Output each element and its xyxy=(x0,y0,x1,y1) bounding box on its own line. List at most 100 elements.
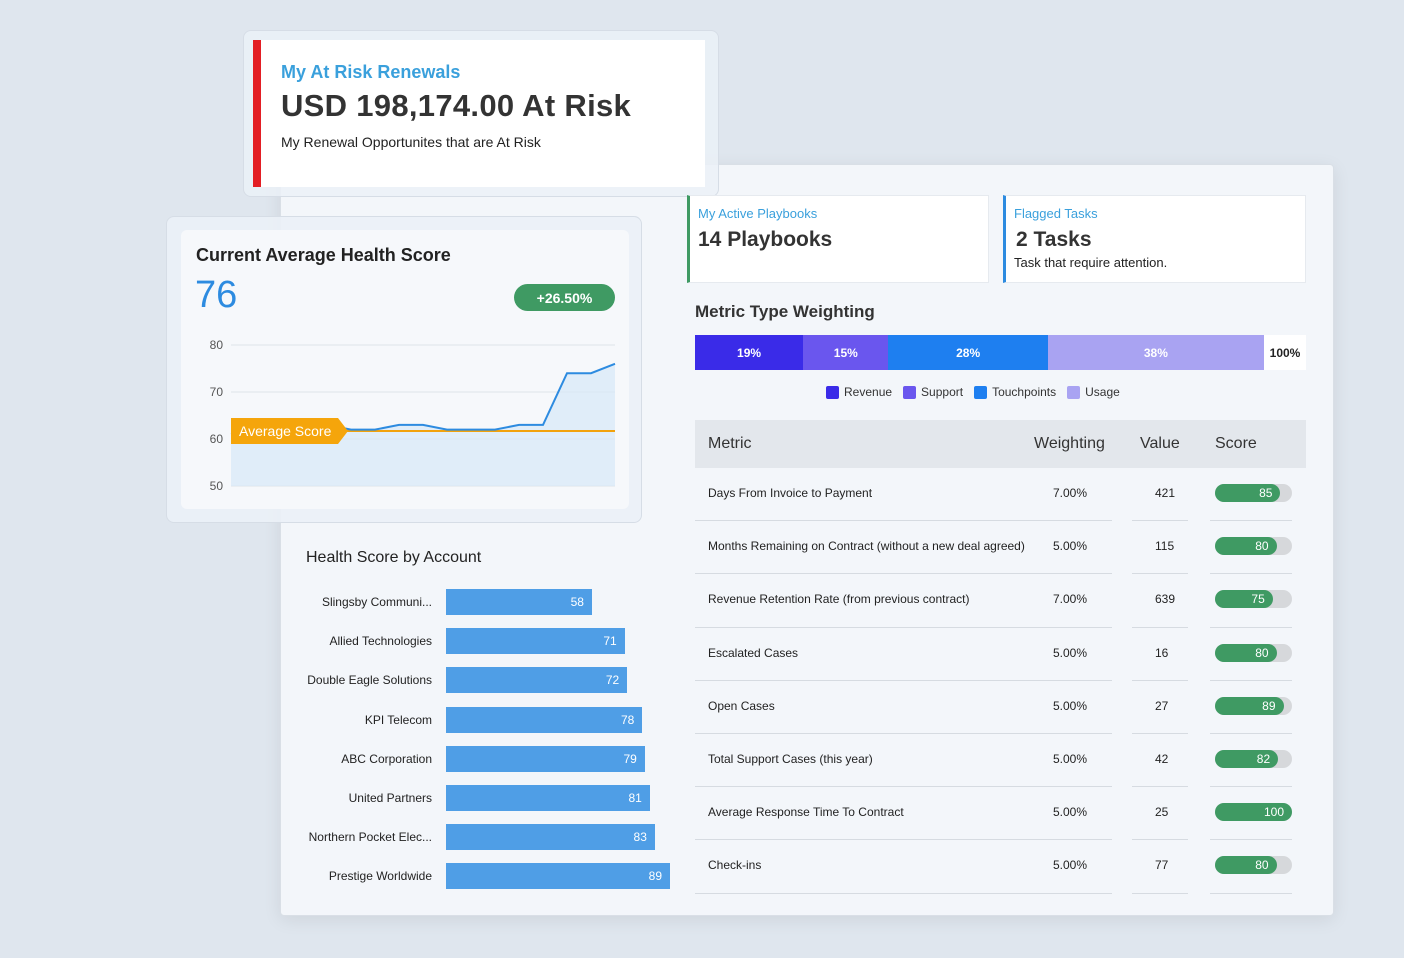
header-weighting[interactable]: Weighting xyxy=(1034,435,1105,452)
score-bar: 100 xyxy=(1215,803,1292,822)
series-area xyxy=(231,363,615,486)
row-divider xyxy=(1210,679,1292,681)
metric-name: Months Remaining on Contract (without a … xyxy=(708,539,1025,554)
weighting-segment-touchpoints[interactable]: 28% xyxy=(888,335,1048,370)
score-bar: 89 xyxy=(1215,696,1292,715)
metric-weighting: 7.00% xyxy=(1053,592,1088,607)
header-metric[interactable]: Metric xyxy=(708,435,752,452)
account-bar-row[interactable]: Slingsby Communi... 58 xyxy=(300,589,700,615)
account-label: Allied Technologies xyxy=(329,634,432,649)
row-divider xyxy=(695,679,1112,681)
row-divider xyxy=(1210,626,1292,628)
account-bar-row[interactable]: United Partners 81 xyxy=(300,785,700,811)
table-row[interactable]: Check-ins 5.00% 77 80 xyxy=(695,840,1306,894)
row-divider xyxy=(1210,520,1292,522)
table-row[interactable]: Days From Invoice to Payment 7.00% 421 85 xyxy=(695,468,1306,522)
metric-name: Open Cases xyxy=(708,698,775,713)
account-bar-row[interactable]: Prestige Worldwide 89 xyxy=(300,863,700,890)
score-fill: 89 xyxy=(1215,696,1284,715)
score-bar: 80 xyxy=(1215,643,1292,662)
tasks-subtitle: Task that require attention. xyxy=(1014,255,1168,270)
weighting-segment-usage[interactable]: 38% xyxy=(1047,335,1264,370)
account-label: KPI Telecom xyxy=(364,712,432,727)
metric-weighting: 5.00% xyxy=(1053,698,1088,713)
account-bar-row[interactable]: ABC Corporation 79 xyxy=(300,745,700,772)
health-score-value: 76 xyxy=(195,274,238,316)
row-divider xyxy=(1132,892,1188,894)
row-divider xyxy=(695,626,1112,628)
header-value[interactable]: Value xyxy=(1140,435,1180,452)
row-divider xyxy=(1132,786,1188,788)
row-divider xyxy=(1132,626,1188,628)
metric-value: 421 xyxy=(1155,486,1176,500)
metric-weighting: 5.00% xyxy=(1053,805,1088,820)
metric-value: 27 xyxy=(1155,698,1169,713)
row-divider xyxy=(695,520,1112,522)
score-fill: 100 xyxy=(1215,803,1292,822)
legend-label: Touchpoints xyxy=(992,385,1057,399)
row-divider xyxy=(695,892,1112,894)
legend-item-touchpoints[interactable]: Touchpoints xyxy=(974,385,1056,399)
legend-item-support[interactable]: Support xyxy=(903,385,963,399)
table-row[interactable]: Months Remaining on Contract (without a … xyxy=(695,521,1306,575)
row-divider xyxy=(695,573,1112,575)
metric-weighting: 5.00% xyxy=(1053,751,1088,766)
active-playbooks-card[interactable]: My Active Playbooks 14 Playbooks xyxy=(687,195,989,283)
row-divider xyxy=(1210,573,1292,575)
metric-weighting: 7.00% xyxy=(1053,486,1088,500)
row-divider xyxy=(1210,786,1292,788)
table-row[interactable]: Open Cases 5.00% 27 89 xyxy=(695,681,1306,734)
table-row[interactable]: Total Support Cases (this year) 5.00% 42 82 xyxy=(695,734,1306,788)
score-fill: 75 xyxy=(1215,590,1273,609)
y-tick-label: 50 xyxy=(210,479,224,493)
account-bar: 58 xyxy=(446,589,592,615)
metric-value: 639 xyxy=(1155,592,1176,607)
score-fill: 82 xyxy=(1215,749,1279,768)
table-row[interactable]: Escalated Cases 5.00% 16 80 xyxy=(695,628,1306,681)
average-label-tag xyxy=(231,418,348,445)
tasks-value: 2 Tasks xyxy=(1016,228,1092,251)
at-risk-title: My At Risk Renewals xyxy=(281,62,461,82)
health-score-card-frame: Current Average Health Score 76 +26.50% … xyxy=(166,216,642,523)
metric-weighting: 5.00% xyxy=(1053,645,1088,660)
row-divider xyxy=(695,786,1112,788)
legend-swatch xyxy=(1067,385,1081,399)
legend-label: Usage xyxy=(1085,385,1120,399)
account-bar-row[interactable]: Double Eagle Solutions 72 xyxy=(300,667,700,694)
table-row[interactable]: Revenue Retention Rate (from previous co… xyxy=(695,574,1306,628)
weighting-segment-support[interactable]: 15% xyxy=(803,335,889,370)
metric-weighting: 5.00% xyxy=(1053,539,1088,554)
score-fill: 85 xyxy=(1215,484,1281,502)
account-bar-row[interactable]: Northern Pocket Elec... 83 xyxy=(300,824,700,851)
flagged-tasks-card[interactable]: Flagged Tasks 2 Tasks Task that require … xyxy=(1003,195,1306,283)
account-label: United Partners xyxy=(348,791,432,805)
account-bar-row[interactable]: Allied Technologies 71 xyxy=(300,628,700,655)
health-score-card[interactable]: Current Average Health Score 76 +26.50% … xyxy=(181,230,629,509)
score-bar: 75 xyxy=(1215,590,1292,609)
legend-item-revenue[interactable]: Revenue xyxy=(826,385,892,399)
at-risk-card[interactable]: My At Risk Renewals USD 198,174.00 At Ri… xyxy=(253,40,705,187)
legend-swatch xyxy=(974,385,988,399)
header-score[interactable]: Score xyxy=(1215,435,1257,452)
legend-swatch xyxy=(903,385,917,399)
account-label: Northern Pocket Elec... xyxy=(308,830,432,845)
row-divider xyxy=(1132,732,1188,734)
account-label: Prestige Worldwide xyxy=(328,869,432,884)
account-bar-row[interactable]: KPI Telecom 78 xyxy=(300,706,700,733)
at-risk-subtitle: My Renewal Opportunites that are At Risk xyxy=(281,134,541,150)
account-bar: 81 xyxy=(446,785,650,811)
metric-name: Check-ins xyxy=(708,858,762,873)
playbooks-value: 14 Playbooks xyxy=(698,228,833,251)
row-divider xyxy=(695,732,1112,734)
weighting-bar: 19% 15% 28% 38% xyxy=(695,335,1306,370)
account-bar: 72 xyxy=(446,667,628,694)
row-divider xyxy=(1210,732,1292,734)
account-bar: 71 xyxy=(446,628,625,655)
account-label: Double Eagle Solutions xyxy=(307,673,432,688)
table-row[interactable]: Average Response Time To Contract 5.00% 25… xyxy=(695,787,1306,841)
metric-value: 42 xyxy=(1155,751,1169,766)
account-bar: 79 xyxy=(446,745,645,772)
legend-item-usage[interactable]: Usage xyxy=(1067,385,1120,399)
weighting-segment-revenue[interactable]: 19% xyxy=(695,335,804,370)
metric-weighting: 5.00% xyxy=(1053,858,1088,873)
